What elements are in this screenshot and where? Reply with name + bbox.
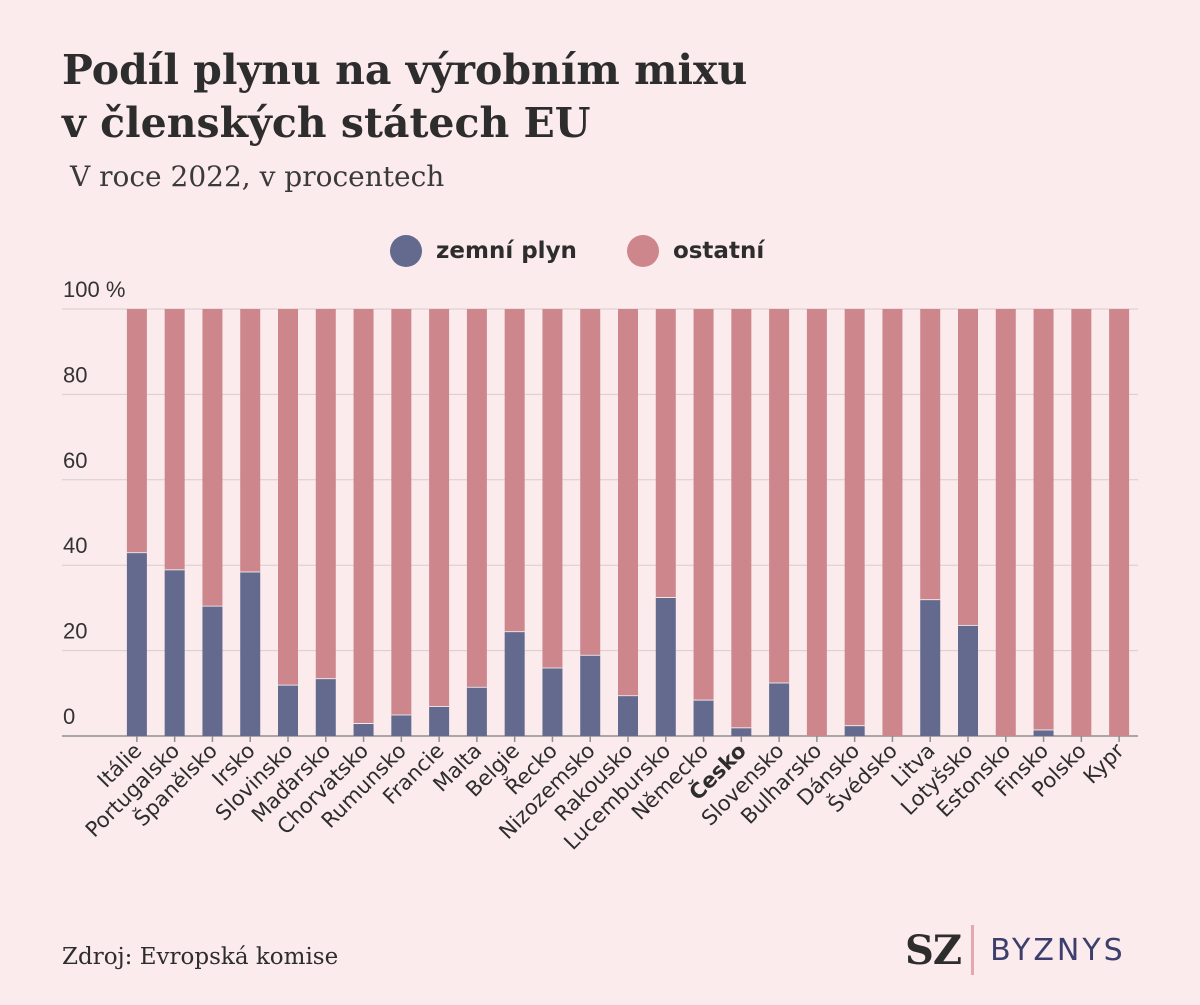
- bar-gas: [504, 631, 525, 736]
- bar-gas: [618, 695, 638, 736]
- bar-gas: [693, 699, 714, 736]
- y-tick-label: 0: [63, 704, 75, 729]
- bar-other: [466, 309, 487, 687]
- bar-other: [429, 309, 450, 707]
- bar-other: [580, 309, 601, 655]
- bar-other: [1109, 309, 1130, 736]
- y-tick-label: 100 %: [63, 277, 125, 302]
- bar-other: [315, 309, 336, 679]
- bar-other: [353, 309, 374, 724]
- y-tick-label: 40: [63, 533, 87, 558]
- chart-title: Podíl plynu na výrobním mixu v členských…: [62, 44, 962, 150]
- bar-gas: [315, 678, 336, 736]
- bar-gas: [844, 725, 865, 736]
- bar-other: [278, 309, 298, 685]
- x-tick-label: Kypr: [1079, 738, 1129, 788]
- bar-gas: [202, 605, 223, 736]
- logo-byznys: BYZNYS: [990, 932, 1126, 968]
- sz-byznys-logo: SZ BYZNYS: [905, 925, 1126, 975]
- legend-item-gas: zemní plyn: [390, 235, 577, 267]
- bar-other: [542, 309, 563, 668]
- bar-gas: [126, 552, 147, 736]
- legend-label-other: ostatní: [672, 238, 765, 264]
- bar-other: [618, 309, 638, 696]
- legend-swatch-other: [626, 235, 659, 267]
- bar-other: [391, 309, 412, 715]
- bar-gas: [164, 569, 185, 736]
- chart-subtitle: V roce 2022, v procentech: [70, 160, 445, 193]
- bar-other: [504, 309, 525, 632]
- bar-gas: [391, 714, 412, 736]
- chart-legend: zemní plyn ostatní: [390, 233, 814, 269]
- bar-other: [240, 309, 261, 572]
- bar-other: [1033, 309, 1054, 730]
- bar-other: [731, 309, 752, 728]
- bar-other: [806, 309, 827, 736]
- bar-gas: [542, 667, 563, 736]
- bar-other: [1071, 309, 1092, 736]
- bar-other: [995, 309, 1016, 736]
- bar-other: [844, 309, 865, 726]
- bar-gas: [429, 706, 450, 736]
- bar-other: [164, 309, 185, 570]
- bar-gas: [920, 599, 941, 736]
- source-note: Zdroj: Evropská komise: [62, 944, 339, 970]
- bar-other: [655, 309, 676, 598]
- legend-item-other: ostatní: [626, 235, 765, 267]
- y-tick-label: 20: [63, 619, 87, 644]
- logo-sz: SZ: [905, 926, 962, 974]
- bar-other: [693, 309, 714, 700]
- bar-other: [958, 309, 978, 625]
- bar-gas: [278, 684, 298, 736]
- legend-swatch-gas: [390, 235, 422, 267]
- bar-gas: [731, 727, 752, 736]
- bar-gas: [240, 571, 261, 736]
- logo-divider: [971, 925, 975, 975]
- bar-other: [882, 309, 903, 736]
- title-line-2: v členských státech EU: [62, 99, 591, 147]
- bar-gas: [958, 624, 978, 736]
- bar-other: [202, 309, 223, 606]
- bar-gas: [353, 723, 374, 736]
- bar-other: [769, 309, 790, 683]
- y-tick-label: 80: [63, 362, 87, 387]
- bar-gas: [769, 682, 790, 736]
- title-line-1: Podíl plynu na výrobním mixu: [62, 46, 748, 94]
- bar-gas: [466, 686, 487, 736]
- bar-gas: [655, 597, 676, 736]
- bar-gas: [580, 654, 601, 736]
- bar-gas: [1033, 729, 1054, 736]
- legend-label-gas: zemní plyn: [436, 238, 577, 264]
- bar-other: [126, 309, 147, 553]
- y-tick-label: 60: [63, 448, 87, 473]
- bar-other: [920, 309, 941, 600]
